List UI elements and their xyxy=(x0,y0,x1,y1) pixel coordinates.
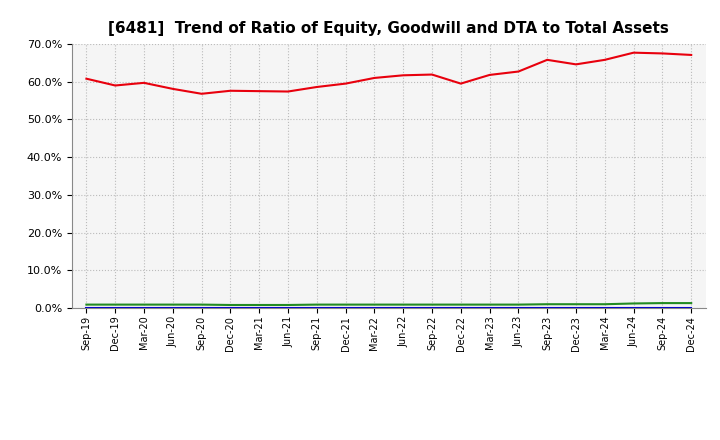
Equity xyxy=(514,69,523,74)
Equity xyxy=(600,57,609,62)
Equity xyxy=(341,81,350,86)
Equity xyxy=(485,72,494,77)
Goodwill xyxy=(428,305,436,311)
Equity xyxy=(312,84,321,90)
Equity xyxy=(255,88,264,94)
Deferred Tax Assets xyxy=(226,302,235,308)
Equity xyxy=(226,88,235,93)
Equity xyxy=(197,91,206,96)
Equity xyxy=(284,89,292,94)
Deferred Tax Assets xyxy=(140,302,148,307)
Deferred Tax Assets xyxy=(370,302,379,307)
Goodwill xyxy=(399,305,408,311)
Goodwill xyxy=(543,305,552,311)
Deferred Tax Assets xyxy=(341,302,350,307)
Deferred Tax Assets xyxy=(514,302,523,307)
Goodwill xyxy=(197,305,206,311)
Deferred Tax Assets xyxy=(687,301,696,306)
Deferred Tax Assets xyxy=(82,302,91,307)
Deferred Tax Assets xyxy=(572,301,580,307)
Goodwill xyxy=(629,305,638,311)
Goodwill xyxy=(572,305,580,311)
Equity xyxy=(456,81,465,86)
Equity xyxy=(399,73,408,78)
Equity xyxy=(572,62,580,67)
Deferred Tax Assets xyxy=(456,302,465,307)
Goodwill xyxy=(456,305,465,311)
Goodwill xyxy=(255,305,264,311)
Deferred Tax Assets xyxy=(600,301,609,307)
Equity xyxy=(111,83,120,88)
Equity xyxy=(658,51,667,56)
Deferred Tax Assets xyxy=(284,302,292,308)
Title: [6481]  Trend of Ratio of Equity, Goodwill and DTA to Total Assets: [6481] Trend of Ratio of Equity, Goodwil… xyxy=(109,21,669,36)
Deferred Tax Assets xyxy=(168,302,177,307)
Equity xyxy=(629,50,638,55)
Goodwill xyxy=(687,305,696,311)
Goodwill xyxy=(82,305,91,311)
Equity xyxy=(82,76,91,81)
Goodwill xyxy=(514,305,523,311)
Deferred Tax Assets xyxy=(428,302,436,307)
Goodwill xyxy=(370,305,379,311)
Goodwill xyxy=(341,305,350,311)
Goodwill xyxy=(111,305,120,311)
Goodwill xyxy=(485,305,494,311)
Deferred Tax Assets xyxy=(543,301,552,307)
Deferred Tax Assets xyxy=(399,302,408,307)
Equity xyxy=(543,57,552,62)
Goodwill xyxy=(140,305,148,311)
Deferred Tax Assets xyxy=(658,301,667,306)
Goodwill xyxy=(226,305,235,311)
Goodwill xyxy=(600,305,609,311)
Goodwill xyxy=(312,305,321,311)
Goodwill xyxy=(284,305,292,311)
Deferred Tax Assets xyxy=(312,302,321,307)
Deferred Tax Assets xyxy=(255,302,264,308)
Goodwill xyxy=(168,305,177,311)
Deferred Tax Assets xyxy=(629,301,638,306)
Deferred Tax Assets xyxy=(111,302,120,307)
Equity xyxy=(140,80,148,85)
Equity xyxy=(687,52,696,58)
Goodwill xyxy=(658,305,667,311)
Deferred Tax Assets xyxy=(197,302,206,307)
Deferred Tax Assets xyxy=(485,302,494,307)
Equity xyxy=(428,72,436,77)
Equity xyxy=(370,75,379,81)
Line: Equity: Equity xyxy=(86,53,691,94)
Equity xyxy=(168,86,177,92)
Line: Deferred Tax Assets: Deferred Tax Assets xyxy=(86,303,691,305)
